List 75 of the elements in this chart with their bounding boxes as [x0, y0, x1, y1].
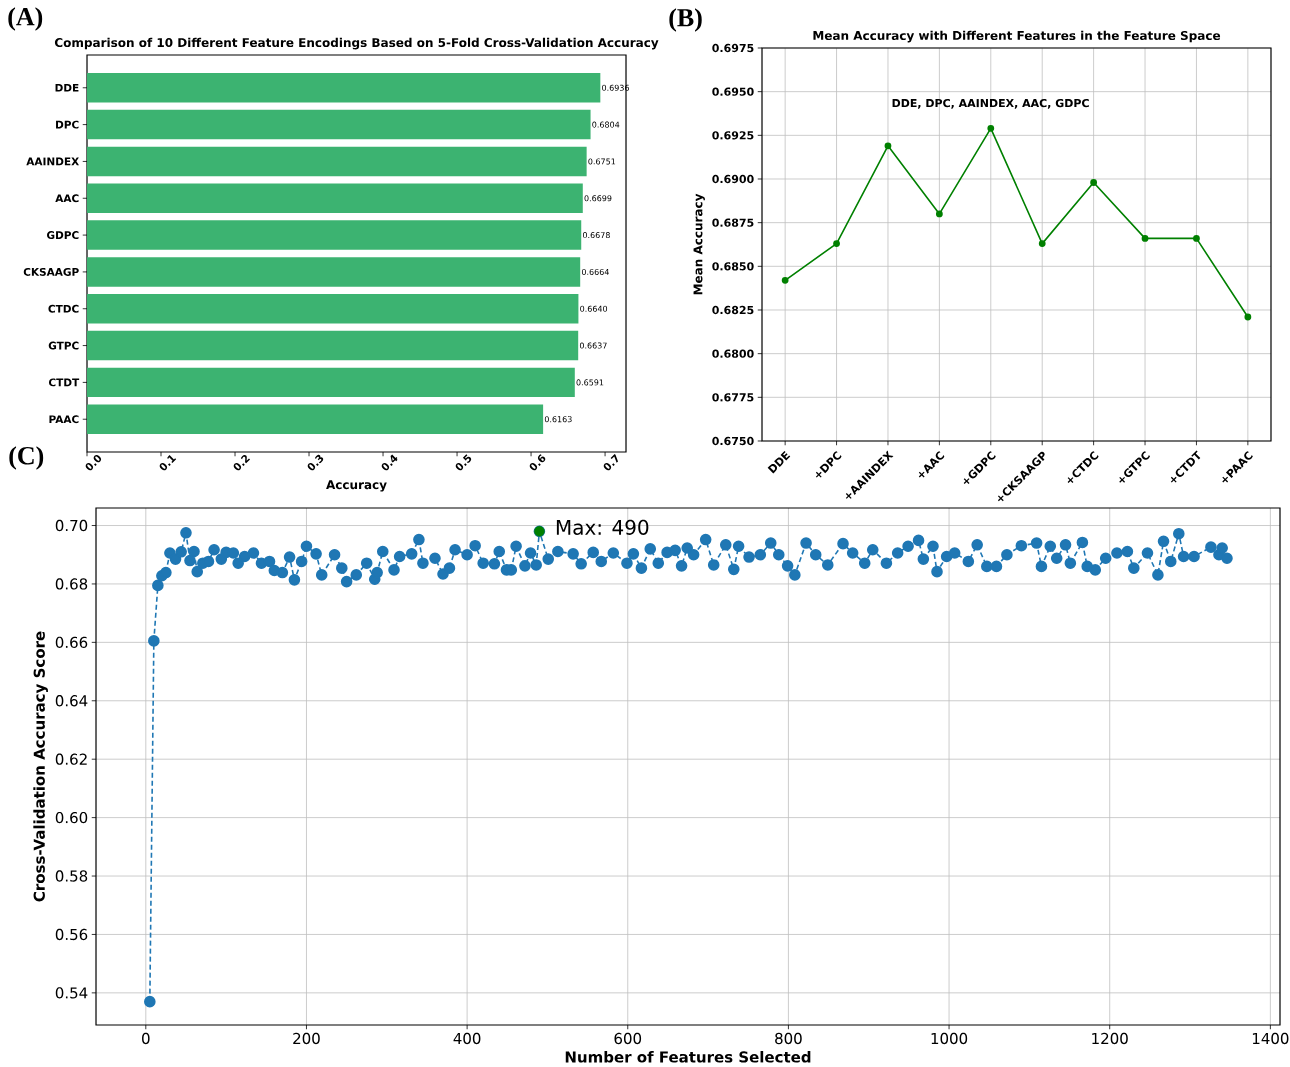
y-axis-title: Cross-Validation Accuracy Score	[33, 631, 48, 902]
chart-title: Mean Accuracy with Different Features in the Feature Space	[813, 30, 1221, 43]
x-tick-label: 0.1	[159, 455, 177, 471]
y-tick-label: AAINDEX	[26, 157, 79, 166]
y-tick-label: DPC	[56, 120, 79, 129]
x-tick-label: 1400	[1252, 1032, 1289, 1045]
chart-title: Comparison of 10 Different Feature Encodings Based on 5-Fold Cross-Validation Accuracy	[54, 37, 659, 50]
y-tick-label: 0.6925	[712, 131, 754, 140]
y-tick-label: 0.56	[55, 928, 88, 941]
y-tick-label: 0.60	[55, 811, 88, 824]
y-tick-label: 0.68	[55, 578, 88, 590]
data-label: 0.6678	[582, 232, 610, 239]
y-tick-label: 0.6750	[712, 436, 754, 446]
data-label: 0.6664	[581, 268, 609, 275]
y-tick-label: 0.62	[55, 753, 87, 765]
x-tick-label: 0.4	[381, 454, 398, 471]
text: (B)	[669, 8, 702, 32]
y-tick-label: CTDC	[48, 304, 79, 313]
x-tick-label: 0.3	[307, 454, 324, 471]
x-tick-label: 0	[142, 1032, 150, 1045]
point	[1038, 240, 1046, 248]
point	[1141, 234, 1149, 242]
x-tick-label: 400	[453, 1032, 481, 1045]
point	[1193, 234, 1200, 242]
data-label: 0.6163	[544, 416, 572, 423]
y-tick-label: CTDT	[48, 378, 80, 387]
annotation: DDE, DPC, AAINDEX, AAC, GDPC	[892, 98, 1089, 109]
y-tick-label: 0.6950	[712, 87, 754, 96]
y-tick-label: GDPC	[46, 231, 79, 240]
x-axis-title: Accuracy	[326, 480, 387, 492]
y-tick-label: CKSAAGP	[23, 267, 79, 276]
y-tick-label: AAC	[55, 194, 79, 203]
data-label: 0.6699	[584, 195, 612, 202]
y-tick-label: 0.54	[55, 987, 88, 999]
x-tick-label: 0.2	[233, 454, 251, 471]
data-label: 0.6751	[588, 158, 616, 165]
point	[833, 240, 840, 248]
point	[781, 276, 789, 284]
y-tick-label: 0.6875	[712, 218, 754, 227]
data-label: 0.6637	[579, 342, 607, 349]
y-tick-label: 0.6800	[712, 349, 754, 358]
x-tick-label: 0.5	[455, 454, 472, 471]
y-tick-label: 0.58	[55, 870, 88, 882]
text: (A)	[8, 7, 43, 31]
x-tick-label: 200	[293, 1032, 320, 1045]
x-tick-label: 0.0	[85, 454, 102, 471]
annotation: Max: 490	[556, 519, 649, 535]
data-label: 0.6640	[580, 305, 608, 312]
y-tick-label: 0.6900	[712, 174, 754, 184]
y-tick-label: 0.70	[55, 519, 88, 532]
y-tick-label: DDE	[55, 83, 79, 92]
x-axis-title: Number of Features Selected	[565, 1051, 811, 1063]
x-tick-label: 1200	[1092, 1032, 1128, 1045]
x-tick-label: 0.6	[529, 454, 546, 471]
data-label: 0.6804	[592, 121, 620, 128]
y-tick-label: PAAC	[49, 415, 79, 424]
point	[987, 124, 995, 132]
x-tick-label: 0.7	[603, 453, 619, 471]
y-tick-label: 0.6850	[712, 262, 754, 271]
x-tick-label: 600	[614, 1032, 642, 1045]
y-tick-label: GTPC	[48, 341, 79, 350]
y-tick-label: 0.64	[55, 695, 88, 707]
data-label: 0.6591	[576, 379, 604, 386]
y-tick-label: 0.66	[55, 636, 88, 649]
y-tick-label: 0.6775	[712, 393, 754, 402]
y-tick-label: 0.6975	[712, 43, 754, 53]
text: (C)	[9, 446, 44, 470]
point	[884, 142, 892, 150]
y-axis-title: Mean Accuracy	[693, 193, 705, 295]
x-tick-label: 1000	[931, 1032, 968, 1045]
point	[935, 210, 943, 218]
x-tick-label: 800	[775, 1032, 802, 1045]
point	[1090, 179, 1098, 186]
y-tick-label: 0.6825	[712, 305, 754, 315]
point	[1244, 313, 1252, 321]
